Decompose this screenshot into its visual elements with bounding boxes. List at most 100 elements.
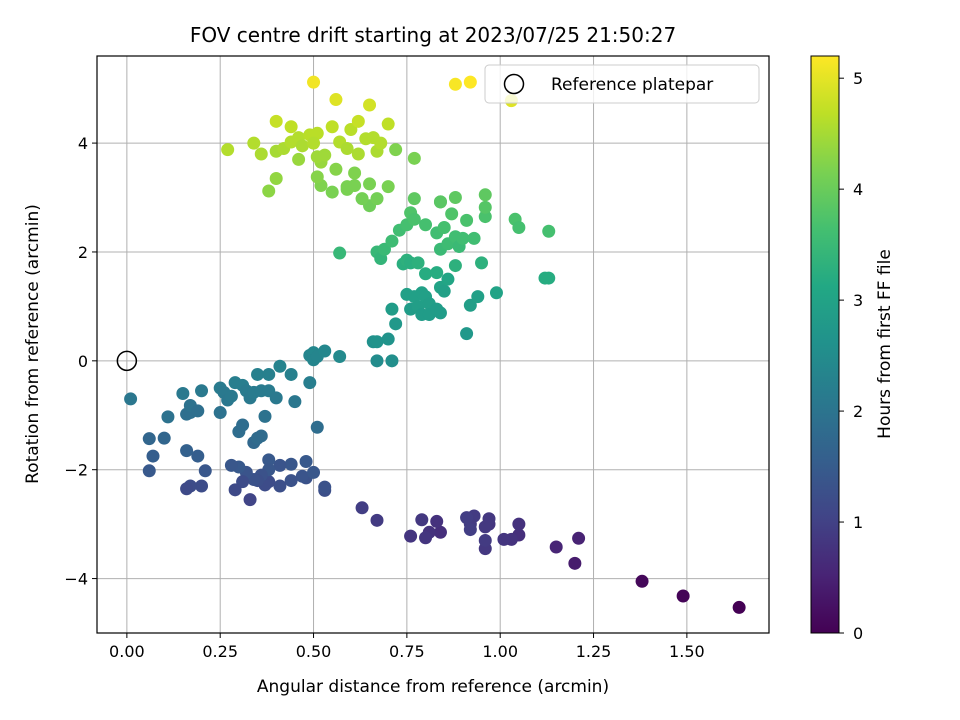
scatter-point — [262, 184, 276, 198]
colorbar-tick-label: 2 — [853, 402, 863, 421]
scatter-point — [247, 136, 261, 150]
scatter-point — [389, 143, 403, 157]
scatter-point — [161, 410, 175, 424]
colorbar-tick-label: 3 — [853, 291, 863, 310]
scatter-point — [329, 162, 343, 176]
scatter-point — [433, 195, 447, 209]
scatter-point — [385, 234, 399, 248]
plot-area — [96, 55, 770, 634]
scatter-point — [348, 166, 362, 180]
scatter-point — [478, 210, 492, 224]
scatter-point — [213, 406, 227, 420]
scatter-point — [568, 556, 582, 570]
scatter-point — [142, 432, 156, 446]
chart-title: FOV centre drift starting at 2023/07/25 … — [190, 23, 676, 47]
scatter-point — [419, 218, 433, 232]
scatter-point — [419, 267, 433, 281]
scatter-point — [195, 479, 209, 493]
scatter-point — [433, 525, 447, 539]
scatter-point — [273, 458, 287, 472]
scatter-point — [269, 114, 283, 128]
scatter-point — [254, 429, 268, 443]
scatter-point — [538, 271, 552, 285]
scatter-point — [176, 386, 190, 400]
colorbar: 0 1 2 3 4 5 Hours from first FF file — [810, 55, 895, 643]
x-tick-label: 1.50 — [669, 642, 705, 661]
scatter-point — [381, 180, 395, 194]
scatter-point — [437, 220, 451, 234]
scatter-point — [180, 482, 194, 496]
scatter-point — [407, 192, 421, 206]
scatter-point — [355, 192, 369, 206]
y-tick-label: 4 — [78, 134, 88, 153]
scatter-point — [254, 147, 268, 161]
scatter-point — [363, 98, 377, 112]
scatter-point — [463, 298, 477, 312]
scatter-point — [146, 449, 160, 463]
x-axis-ticks: 0.00 0.25 0.50 0.75 1.00 1.25 1.50 — [109, 633, 705, 661]
scatter-point — [441, 272, 455, 286]
scatter-point — [512, 220, 526, 234]
reference-platepar-marker — [116, 350, 138, 372]
scatter-point — [463, 523, 477, 537]
scatter-point — [355, 501, 369, 515]
scatter-point — [363, 177, 377, 191]
y-axis-label: Rotation from reference (arcmin) — [23, 204, 43, 484]
scatter-point — [295, 139, 309, 153]
scatter-point — [542, 224, 556, 238]
scatter-point — [676, 589, 690, 603]
colorbar-tick-label: 1 — [853, 513, 863, 532]
x-tick-label: 0.25 — [202, 642, 238, 661]
grid-lines — [97, 56, 769, 633]
scatter-point — [269, 171, 283, 185]
scatter-point — [370, 192, 384, 206]
scatter-point — [419, 531, 433, 545]
scatter-point — [243, 493, 257, 507]
scatter-point — [273, 359, 287, 373]
scatter-point — [157, 431, 171, 445]
colorbar-label: Hours from first FF file — [875, 249, 895, 439]
scatter-point — [448, 191, 462, 205]
scatter-point — [430, 514, 444, 528]
scatter-point — [310, 420, 324, 434]
plot-frame — [96, 55, 770, 634]
scatter-point — [221, 143, 235, 157]
scatter-point — [512, 517, 526, 531]
scatter-point — [124, 392, 138, 406]
scatter-point — [333, 349, 347, 363]
scatter-point — [318, 344, 332, 358]
x-tick-label: 0.50 — [296, 642, 332, 661]
scatter-point — [385, 302, 399, 316]
scatter-point — [497, 532, 511, 546]
scatter-point — [460, 511, 474, 525]
scatter-point — [370, 354, 384, 368]
scatter-point — [303, 376, 317, 390]
scatter-point — [463, 75, 477, 89]
scatter-point — [307, 75, 321, 89]
colorbar-ticks: 0 1 2 3 4 5 — [839, 69, 863, 643]
scatter-point — [251, 367, 265, 381]
legend-marker-icon — [503, 73, 525, 95]
colorbar-tick-label: 4 — [853, 180, 863, 199]
scatter-point — [224, 389, 238, 403]
scatter-point — [460, 327, 474, 341]
scatter-point — [329, 93, 343, 107]
scatter-point — [228, 483, 242, 497]
scatter-point — [142, 464, 156, 478]
scatter-point — [374, 136, 388, 150]
scatter-point — [258, 409, 272, 423]
scatter-point — [284, 474, 298, 488]
scatter-point — [318, 480, 332, 494]
scatter-point — [389, 317, 403, 331]
scatter-point — [273, 479, 287, 493]
scatter-point — [236, 418, 250, 432]
scatter-point — [407, 151, 421, 165]
y-tick-label: 0 — [78, 352, 88, 371]
scatter-point — [456, 231, 470, 245]
scatter-point — [475, 256, 489, 270]
scatter-point — [318, 148, 332, 162]
scatter-point — [269, 391, 283, 405]
scatter-point — [180, 444, 194, 458]
scatter-point — [385, 354, 399, 368]
